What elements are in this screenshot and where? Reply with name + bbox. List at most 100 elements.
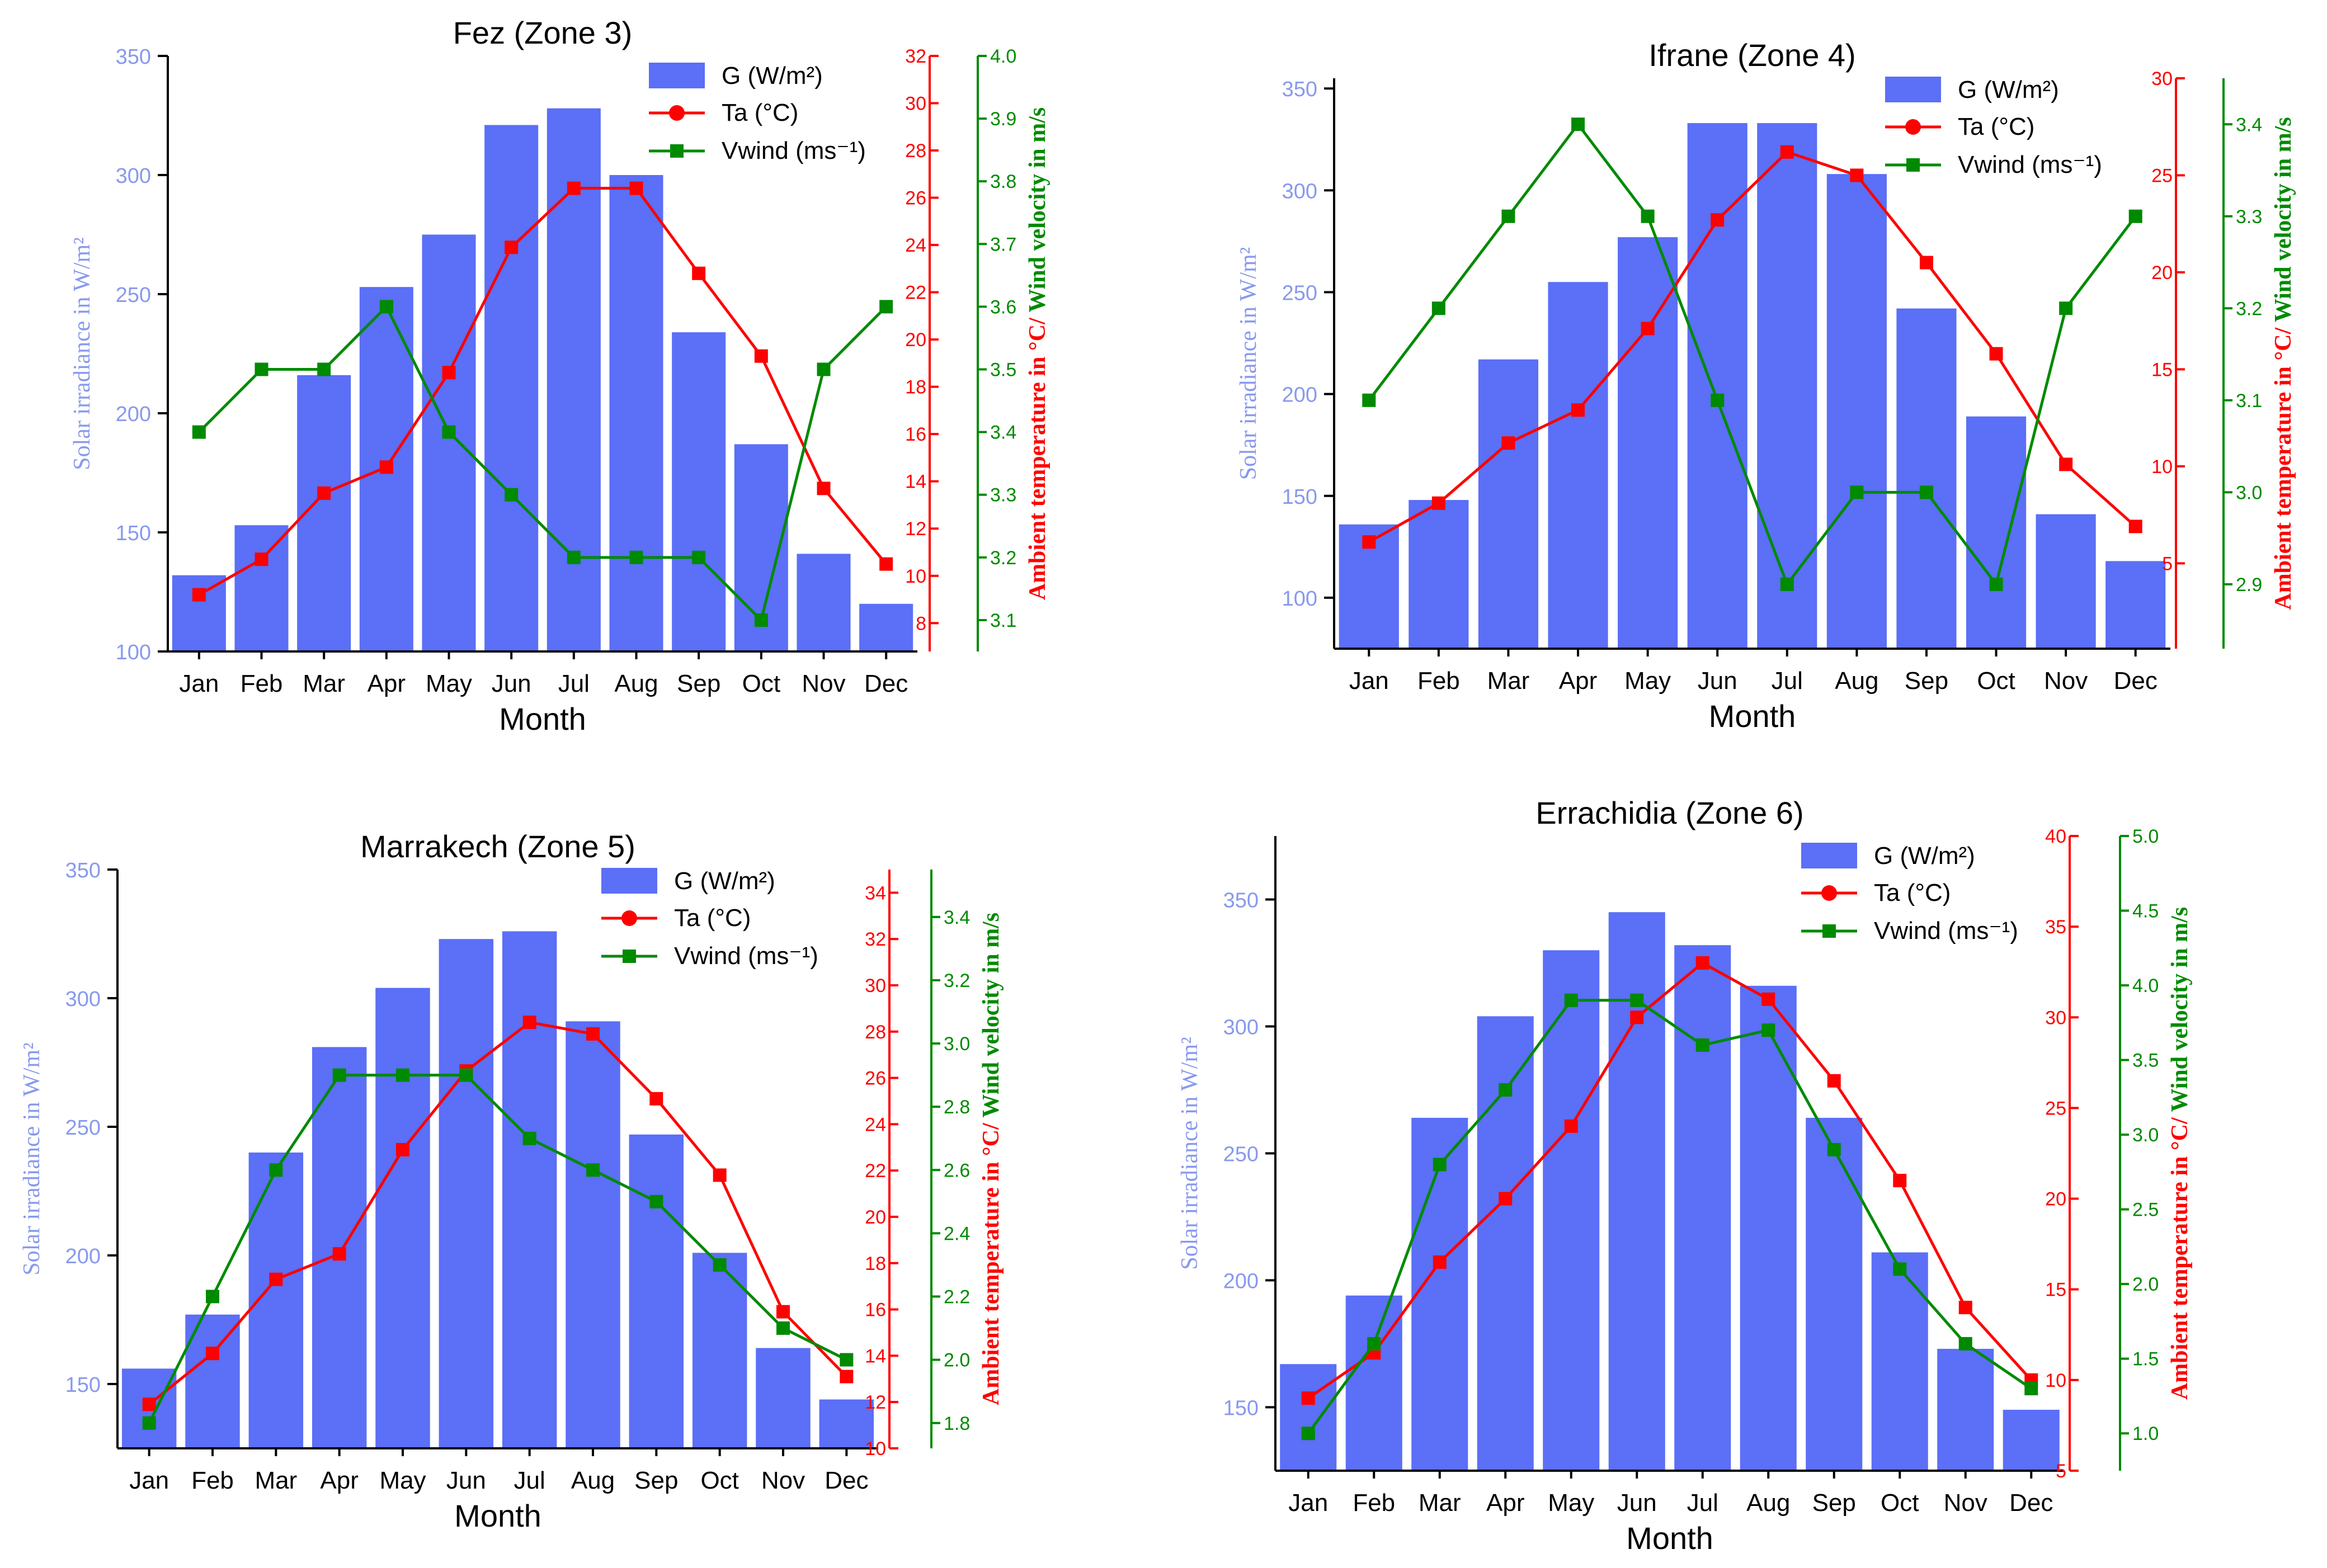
ta-point-jul[interactable] (1695, 956, 1709, 970)
bar-jun[interactable] (1687, 123, 1747, 649)
bar-nov[interactable] (797, 554, 851, 651)
bar-aug[interactable] (566, 1021, 620, 1448)
wind-point-feb[interactable] (1367, 1337, 1381, 1350)
ta-point-dec[interactable] (2128, 519, 2142, 533)
ta-point-may[interactable] (1641, 322, 1655, 336)
wind-point-aug[interactable] (1761, 1023, 1775, 1037)
ta-point-jul[interactable] (522, 1016, 536, 1029)
wind-point-aug[interactable] (586, 1163, 600, 1177)
bar-feb[interactable] (1409, 500, 1469, 649)
bar-oct[interactable] (1966, 416, 2027, 649)
wind-point-apr[interactable] (379, 300, 393, 314)
wind-point-jan[interactable] (1301, 1427, 1315, 1441)
wind-point-aug[interactable] (1850, 485, 1864, 499)
wind-point-sep[interactable] (692, 550, 706, 564)
bar-mar[interactable] (1478, 359, 1539, 649)
bar-jul[interactable] (502, 931, 557, 1448)
ta-point-jun[interactable] (1630, 1010, 1644, 1024)
bar-jun[interactable] (439, 939, 494, 1448)
bar-aug[interactable] (609, 175, 663, 651)
ta-point-aug[interactable] (1761, 992, 1775, 1006)
wind-point-jul[interactable] (1695, 1038, 1709, 1052)
wind-point-nov[interactable] (1958, 1337, 1972, 1350)
bar-dec[interactable] (2003, 1410, 2060, 1471)
wind-point-oct[interactable] (1989, 577, 2003, 591)
ta-point-jan[interactable] (1362, 535, 1376, 549)
bar-aug[interactable] (1826, 174, 1887, 649)
bar-may[interactable] (1543, 950, 1600, 1471)
wind-point-mar[interactable] (317, 362, 331, 376)
ta-point-oct[interactable] (713, 1168, 727, 1182)
ta-point-oct[interactable] (754, 349, 768, 363)
bar-oct[interactable] (1871, 1252, 1928, 1471)
ta-point-jul[interactable] (567, 181, 581, 195)
wind-point-feb[interactable] (1431, 301, 1445, 315)
wind-point-aug[interactable] (629, 550, 643, 564)
wind-point-mar[interactable] (269, 1163, 283, 1177)
bar-may[interactable] (422, 234, 476, 652)
wind-point-jan[interactable] (142, 1416, 156, 1430)
wind-point-jun[interactable] (1711, 393, 1725, 407)
wind-point-sep[interactable] (1827, 1142, 1841, 1156)
bar-nov[interactable] (2036, 514, 2096, 649)
wind-point-jan[interactable] (1362, 393, 1376, 407)
bar-jul[interactable] (1757, 123, 1817, 649)
bar-mar[interactable] (1411, 1117, 1468, 1471)
ta-point-mar[interactable] (1433, 1255, 1447, 1269)
wind-point-nov[interactable] (2059, 301, 2073, 315)
bar-dec[interactable] (819, 1399, 874, 1448)
bar-aug[interactable] (1740, 985, 1797, 1471)
ta-point-dec[interactable] (879, 557, 893, 571)
wind-point-nov[interactable] (776, 1321, 790, 1335)
bar-jun[interactable] (484, 125, 539, 652)
wind-point-may[interactable] (396, 1068, 409, 1082)
ta-point-may[interactable] (396, 1142, 409, 1156)
wind-point-jul[interactable] (567, 550, 581, 564)
wind-point-dec[interactable] (2024, 1382, 2038, 1396)
ta-point-nov[interactable] (1958, 1301, 1972, 1315)
wind-point-apr[interactable] (332, 1068, 346, 1082)
ta-point-feb[interactable] (1431, 496, 1445, 510)
bar-jan[interactable] (1280, 1364, 1337, 1471)
bar-sep[interactable] (1896, 308, 1957, 649)
ta-point-nov[interactable] (776, 1305, 790, 1319)
ta-point-apr[interactable] (1571, 403, 1585, 417)
wind-point-jan[interactable] (192, 425, 206, 439)
bar-sep[interactable] (1806, 1117, 1863, 1471)
ta-point-feb[interactable] (255, 552, 268, 566)
ta-point-dec[interactable] (840, 1369, 854, 1383)
bar-apr[interactable] (1548, 282, 1608, 649)
ta-point-sep[interactable] (649, 1092, 663, 1106)
wind-point-oct[interactable] (713, 1258, 727, 1272)
wind-point-may[interactable] (442, 425, 456, 439)
bar-feb[interactable] (234, 525, 289, 651)
ta-point-oct[interactable] (1989, 347, 2003, 361)
ta-point-mar[interactable] (317, 486, 331, 500)
bar-nov[interactable] (756, 1348, 811, 1448)
bar-sep[interactable] (672, 332, 726, 651)
wind-point-may[interactable] (1641, 209, 1655, 223)
wind-point-dec[interactable] (2128, 209, 2142, 223)
ta-point-nov[interactable] (2059, 457, 2073, 471)
wind-point-sep[interactable] (1919, 485, 1933, 499)
bar-may[interactable] (375, 988, 430, 1448)
wind-point-jun[interactable] (1630, 993, 1644, 1007)
ta-point-jun[interactable] (505, 240, 519, 254)
ta-point-aug[interactable] (629, 181, 643, 195)
ta-point-feb[interactable] (206, 1347, 219, 1361)
ta-point-jan[interactable] (192, 588, 206, 602)
wind-point-dec[interactable] (840, 1353, 854, 1367)
wind-point-mar[interactable] (1433, 1158, 1447, 1172)
bar-feb[interactable] (1345, 1295, 1402, 1471)
wind-point-jul[interactable] (1780, 577, 1794, 591)
wind-point-mar[interactable] (1501, 209, 1515, 223)
ta-point-apr[interactable] (1499, 1192, 1513, 1206)
wind-point-oct[interactable] (1893, 1262, 1907, 1276)
ta-point-jul[interactable] (1780, 145, 1794, 159)
wind-point-apr[interactable] (1571, 117, 1585, 131)
ta-point-may[interactable] (1564, 1119, 1578, 1133)
wind-point-jun[interactable] (459, 1068, 473, 1082)
bar-jan[interactable] (172, 575, 226, 651)
ta-point-mar[interactable] (269, 1272, 283, 1286)
wind-point-nov[interactable] (817, 362, 831, 376)
